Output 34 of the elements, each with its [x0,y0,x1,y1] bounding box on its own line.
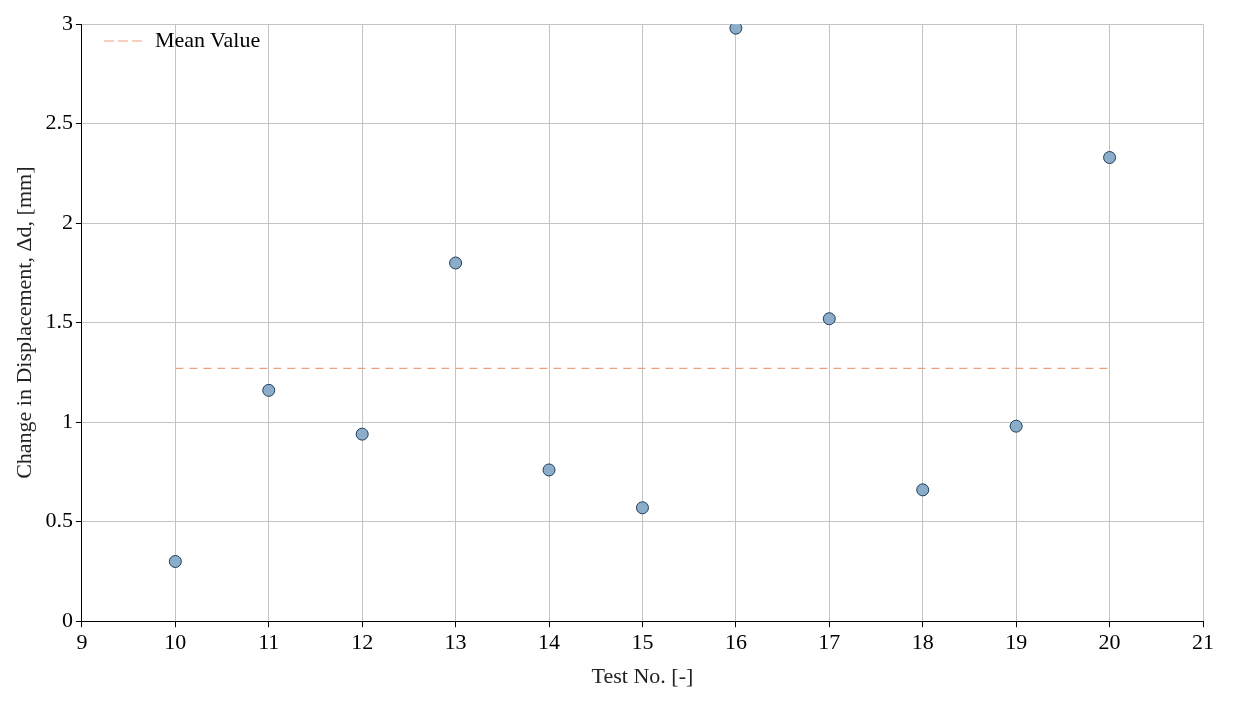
x-tick-label: 11 [258,629,280,655]
y-tick-label: 1.5 [45,308,73,334]
point [822,312,836,326]
point [1009,419,1023,433]
x-tick-label: 9 [76,629,88,655]
x-tick-label: 14 [538,629,561,655]
x-tick-label: 18 [911,629,934,655]
x-axis-title: Test No. [-] [591,662,694,688]
point [355,427,369,441]
x-tick-label: 16 [724,629,747,655]
y-tick-label: 2.5 [45,109,73,135]
y-tick-label: 2 [61,208,73,234]
point [916,483,930,497]
y-tick-label: 0.5 [45,507,73,533]
point [635,501,649,515]
point [262,383,276,397]
x-tick-label: 15 [631,629,654,655]
x-tick-label: 10 [164,629,187,655]
point [449,256,463,270]
y-tick-label: 0 [61,606,73,632]
point [168,555,182,568]
x-tick-label: 17 [818,629,841,655]
x-tick-label: 21 [1192,629,1214,655]
legend-label: Mean Value [154,26,261,52]
point [729,24,743,35]
x-tick-label: 13 [444,629,467,655]
point [542,463,556,477]
y-tick-label: 1 [61,407,73,433]
x-tick-label: 12 [351,629,374,655]
y-tick-label: 3 [61,9,73,35]
y-axis-title: Change in Displacement, Δd, [mm] [10,166,36,479]
point [1103,151,1117,165]
x-tick-label: 20 [1098,629,1121,655]
x-tick-label: 19 [1005,629,1028,655]
